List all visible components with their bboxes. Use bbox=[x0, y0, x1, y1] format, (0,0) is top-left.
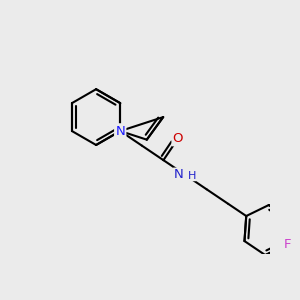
Text: H: H bbox=[188, 171, 196, 181]
Text: O: O bbox=[173, 132, 183, 145]
Text: F: F bbox=[284, 238, 292, 250]
Text: N: N bbox=[116, 124, 125, 137]
Text: N: N bbox=[173, 168, 183, 181]
